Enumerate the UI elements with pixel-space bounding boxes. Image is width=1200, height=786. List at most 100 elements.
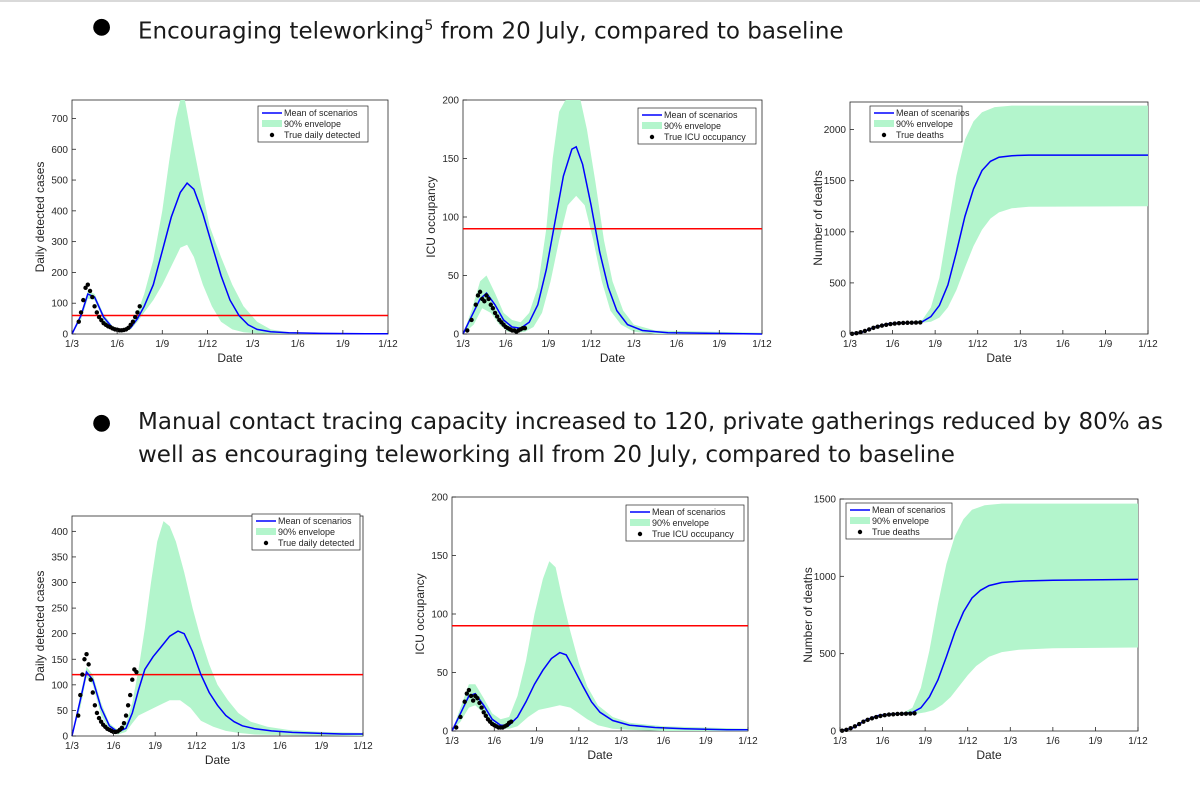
y-tick-label: 350 xyxy=(51,552,68,563)
true-point xyxy=(96,715,102,721)
x-tick-label: 1/3 xyxy=(445,736,459,747)
true-point xyxy=(477,700,482,706)
true-point xyxy=(871,325,876,331)
x-tick-label: 1/3 xyxy=(843,339,857,350)
y-tick-label: 700 xyxy=(51,114,68,125)
legend-entry: 90% envelope xyxy=(278,527,335,537)
x-axis-label: Date xyxy=(205,753,231,767)
envelope-band xyxy=(72,521,363,736)
y-axis-label: ICU occupancy xyxy=(413,573,427,654)
chart-deaths-teleworking: 0 500 1000 1500 2000 1/3 1/6 1/9 1/12 1/3 1/6 1/9 1/… xyxy=(811,101,1158,365)
x-tick-label: 1/3 xyxy=(65,339,79,350)
true-point xyxy=(88,677,93,682)
y-tick-label: 150 xyxy=(51,655,68,666)
true-point xyxy=(903,711,909,716)
true-point xyxy=(861,719,866,724)
legend-true-swatch xyxy=(649,134,655,140)
true-point xyxy=(522,325,528,331)
x-tick-label: 1/9 xyxy=(699,736,713,747)
x-tick-label: 1/3 xyxy=(627,339,641,350)
x-tick-label: 1/3 xyxy=(614,736,628,747)
x-axis-label: Date xyxy=(976,748,1002,762)
x-tick-label: 1/12 xyxy=(378,339,398,350)
x-tick-label: 1/6 xyxy=(110,339,124,350)
true-point xyxy=(479,705,484,710)
y-tick-label: 400 xyxy=(51,206,68,217)
true-point xyxy=(475,293,481,298)
legend-entry: True ICU occupancy xyxy=(664,132,746,142)
true-point xyxy=(477,289,483,295)
envelope-band xyxy=(850,105,1148,334)
true-point xyxy=(78,310,84,315)
y-tick-label: 0 xyxy=(442,727,448,738)
y-tick-label: 100 xyxy=(51,299,68,310)
true-point xyxy=(473,302,479,307)
x-tick-label: 1/12 xyxy=(581,339,601,350)
bullet-2: ● xyxy=(92,410,112,435)
y-tick-label: 100 xyxy=(442,213,459,224)
x-tick-label: 1/9 xyxy=(530,736,544,747)
legend-entry: 90% envelope xyxy=(284,119,341,129)
legend-envelope-swatch xyxy=(874,120,894,127)
y-tick-label: 0 xyxy=(840,330,846,341)
true-point xyxy=(133,314,138,320)
true-point xyxy=(858,329,863,335)
true-point xyxy=(96,314,102,320)
true-point xyxy=(912,711,917,716)
y-tick-label: 0 xyxy=(453,330,459,341)
true-point xyxy=(99,317,104,323)
true-point xyxy=(81,297,86,303)
true-point xyxy=(488,302,493,307)
x-tick-label: 1/9 xyxy=(314,741,328,752)
x-tick-label: 1/6 xyxy=(656,736,670,747)
legend-entry: Mean of scenarios xyxy=(896,108,970,118)
legend-true-swatch xyxy=(269,132,275,138)
true-point xyxy=(891,712,896,717)
y-tick-label: 1000 xyxy=(814,572,837,583)
true-point xyxy=(492,310,498,316)
x-tick-label: 1/6 xyxy=(487,736,501,747)
true-point xyxy=(458,714,463,720)
heading-teleworking: Encouraging teleworking5 from 20 July, c… xyxy=(138,10,844,49)
true-point xyxy=(490,306,496,311)
envelope-band xyxy=(72,100,388,334)
mean-line xyxy=(71,630,363,737)
y-axis-label: ICU occupancy xyxy=(424,176,438,257)
y-tick-label: 200 xyxy=(51,268,68,279)
true-point xyxy=(883,322,889,328)
x-tick-label: 1/12 xyxy=(569,736,589,747)
true-point xyxy=(464,691,469,696)
true-point xyxy=(85,282,91,287)
mean-line xyxy=(462,145,763,335)
legend-entry: True ICU occupancy xyxy=(652,529,734,539)
true-point xyxy=(82,657,87,662)
x-axis-label: Date xyxy=(217,351,243,365)
legend-entry: 90% envelope xyxy=(872,516,929,526)
y-axis-label: Daily detected cases xyxy=(33,162,47,273)
legend-envelope-swatch xyxy=(642,122,662,129)
legend-true-swatch xyxy=(637,531,643,537)
y-tick-label: 2000 xyxy=(824,125,847,136)
true-point xyxy=(125,703,131,708)
true-point xyxy=(873,714,879,720)
y-tick-label: 150 xyxy=(442,154,459,165)
x-tick-label: 1/12 xyxy=(958,736,978,747)
true-point xyxy=(86,662,91,667)
true-point xyxy=(905,320,910,325)
x-tick-label: 1/12 xyxy=(1128,736,1148,747)
heading-1-text: Encouraging teleworking xyxy=(138,18,425,45)
y-tick-label: 500 xyxy=(819,649,836,660)
x-tick-label: 1/12 xyxy=(738,736,758,747)
y-tick-label: 600 xyxy=(51,145,68,156)
y-tick-label: 150 xyxy=(431,551,448,562)
true-point xyxy=(470,698,476,703)
true-point xyxy=(482,299,487,304)
y-tick-label: 100 xyxy=(431,610,448,621)
true-point xyxy=(852,724,858,729)
legend-entry: 90% envelope xyxy=(664,121,721,131)
x-tick-label: 1/12 xyxy=(187,741,207,752)
